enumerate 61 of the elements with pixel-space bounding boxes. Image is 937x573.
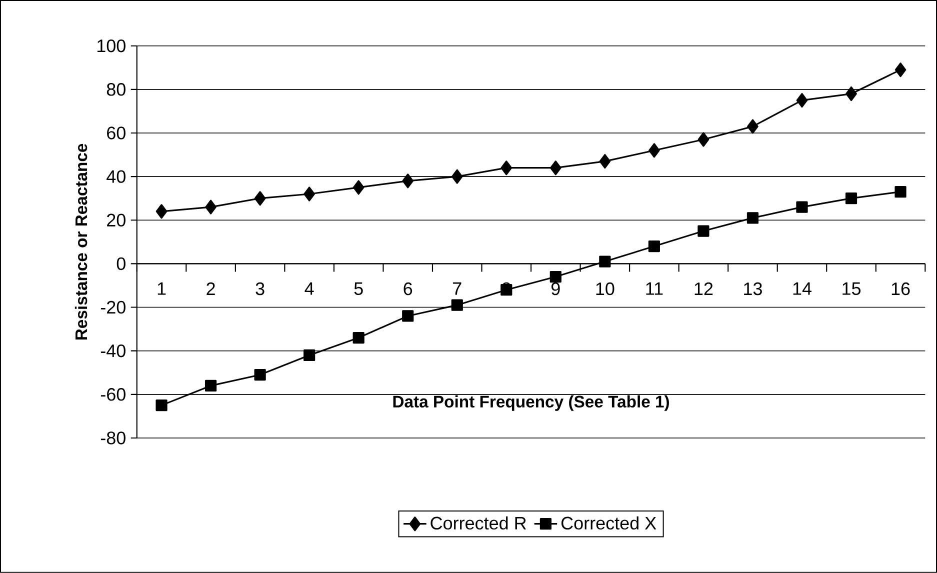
point [204,380,217,392]
y-tick-label: -40 [100,344,126,358]
x-axis-title: Data Point Frequency (See Table 1) [393,395,669,411]
x-tick-label: 16 [892,282,910,296]
y-tick-label: 100 [98,40,126,52]
point [500,160,512,176]
x-tick-label: 13 [744,282,762,296]
x-tick-label: 1 [158,282,166,295]
point [894,62,906,78]
y-tick-label: 20 [107,214,126,227]
point [648,143,660,158]
point [550,160,562,176]
x-tick-label: 5 [354,282,363,296]
point [500,284,512,296]
x-tick-label: 12 [694,282,713,296]
y-tick-label: -20 [100,300,126,314]
point [599,154,611,169]
point [451,299,463,311]
x-tick-label: 3 [256,282,264,296]
point [846,86,857,102]
point [304,349,316,362]
point [894,186,906,198]
y-tick-label: -80 [100,432,126,444]
y-tick-label: 60 [107,126,126,140]
point [352,332,364,344]
legend-label: Corrected R [430,516,526,530]
point [746,212,759,224]
point [205,200,216,214]
point [402,310,414,322]
point [796,93,808,108]
y-axis-title: Resistance or Reactance [74,144,88,340]
legend-label: Corrected X [561,516,656,530]
point [156,400,168,412]
point [304,186,315,202]
point [845,192,858,204]
y-tick-label: 40 [106,170,126,183]
y-tick-label: -60 [100,388,126,401]
y-tick-label: 0 [116,257,126,270]
point [451,169,463,184]
point [648,240,660,252]
x-tick-label: 4 [304,282,314,295]
point [156,204,168,219]
x-tick-label: 9 [551,282,560,296]
x-tick-label: 10 [596,282,614,296]
point [352,180,364,195]
point [599,256,611,268]
x-tick-label: 7 [453,282,462,295]
point [550,271,562,283]
point [796,201,808,213]
y-tick-label: 80 [106,83,126,96]
x-tick-label: 6 [404,282,412,296]
point [254,191,266,206]
point [254,369,266,381]
point [698,225,710,237]
x-tick-label: 15 [842,282,861,296]
point [747,119,758,134]
x-tick-label: 11 [646,282,663,295]
x-tick-label: 14 [793,282,812,295]
point [698,132,710,147]
point [402,174,414,188]
x-tick-label: 2 [206,282,215,296]
